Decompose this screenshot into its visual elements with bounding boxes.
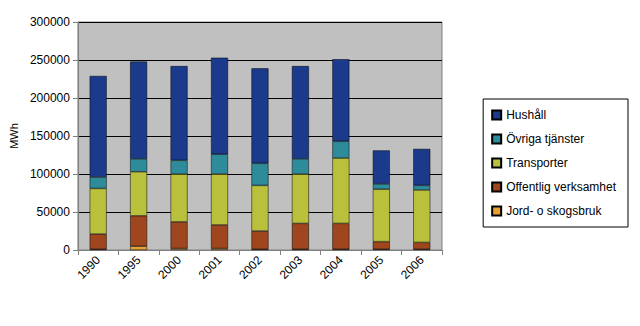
svg-text:1995: 1995 [115,253,144,282]
svg-text:MWh: MWh [8,123,20,149]
svg-text:200000: 200000 [30,91,70,105]
svg-text:1990: 1990 [74,253,103,282]
svg-text:0: 0 [63,243,70,257]
svg-text:50000: 50000 [37,205,71,219]
svg-text:2001: 2001 [196,253,225,282]
svg-text:2006: 2006 [398,253,427,282]
svg-text:100000: 100000 [30,167,70,181]
svg-text:Transporter: Transporter [506,156,568,170]
svg-text:2003: 2003 [277,253,306,282]
svg-text:Hushåll: Hushåll [506,108,546,122]
svg-text:250000: 250000 [30,53,70,67]
svg-text:2000: 2000 [155,253,184,282]
svg-text:Offentlig verksamhet: Offentlig verksamhet [506,180,616,194]
svg-text:2004: 2004 [317,253,346,282]
svg-text:Övriga tjänster: Övriga tjänster [506,132,584,146]
svg-text:Jord- o skogsbruk: Jord- o skogsbruk [506,204,602,218]
svg-text:150000: 150000 [30,129,70,143]
svg-text:2005: 2005 [358,253,387,282]
svg-text:300000: 300000 [30,15,70,29]
svg-text:2002: 2002 [236,253,265,282]
